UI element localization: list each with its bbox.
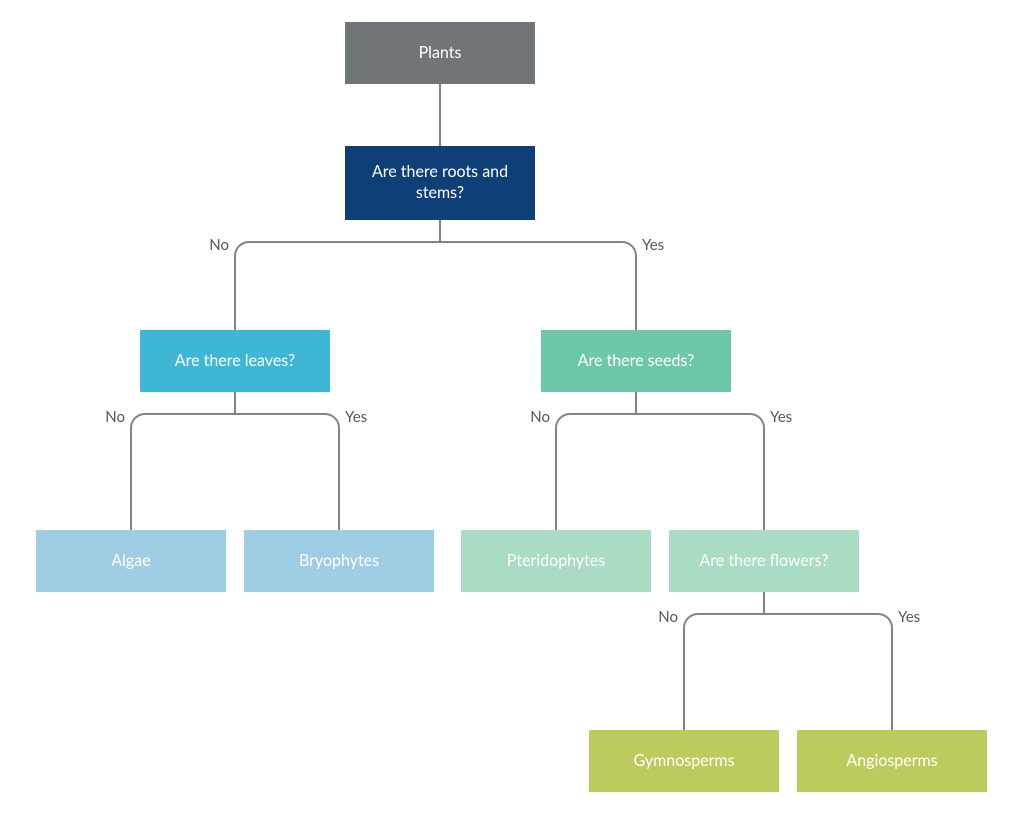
- connector: [636, 414, 764, 458]
- node-angiosperms: Angiosperms: [797, 730, 987, 792]
- node-algae: Algae: [36, 530, 226, 592]
- node-label: Bryophytes: [299, 551, 379, 572]
- edge-label: Yes: [345, 408, 367, 426]
- edge-label: Yes: [642, 236, 664, 254]
- node-q_flowers: Are there flowers?: [669, 530, 859, 592]
- node-label: Gymnosperms: [633, 751, 734, 772]
- connector: [764, 614, 892, 658]
- edge-label: No: [516, 408, 550, 426]
- node-bryophytes: Bryophytes: [244, 530, 434, 592]
- diagram-canvas: No Yes No Yes No Yes No Yes Plants Are there root…: [0, 0, 1024, 822]
- node-label: Are there flowers?: [700, 551, 829, 572]
- node-label: Are there leaves?: [175, 351, 295, 372]
- node-label: Are there roots and stems?: [355, 162, 525, 204]
- connector: [684, 614, 764, 658]
- connector: [235, 242, 440, 286]
- node-label: Are there seeds?: [578, 351, 695, 372]
- node-plants: Plants: [345, 22, 535, 84]
- node-gymnosperms: Gymnosperms: [589, 730, 779, 792]
- node-label: Plants: [419, 43, 462, 64]
- node-q_leaves: Are there leaves?: [140, 330, 330, 392]
- edge-label: Yes: [770, 408, 792, 426]
- edge-label: No: [644, 608, 678, 626]
- node-label: Pteridophytes: [507, 551, 605, 572]
- connector-layer: [0, 0, 1024, 822]
- connector: [235, 414, 339, 458]
- connector: [131, 414, 235, 458]
- node-label: Angiosperms: [846, 751, 937, 772]
- node-pteridophytes: Pteridophytes: [461, 530, 651, 592]
- connector: [556, 414, 636, 458]
- edge-label: No: [195, 236, 229, 254]
- edge-label: No: [91, 408, 125, 426]
- connector: [440, 242, 636, 286]
- node-label: Algae: [111, 551, 150, 572]
- edge-label: Yes: [898, 608, 920, 626]
- node-q_roots: Are there roots and stems?: [345, 146, 535, 220]
- node-q_seeds: Are there seeds?: [541, 330, 731, 392]
